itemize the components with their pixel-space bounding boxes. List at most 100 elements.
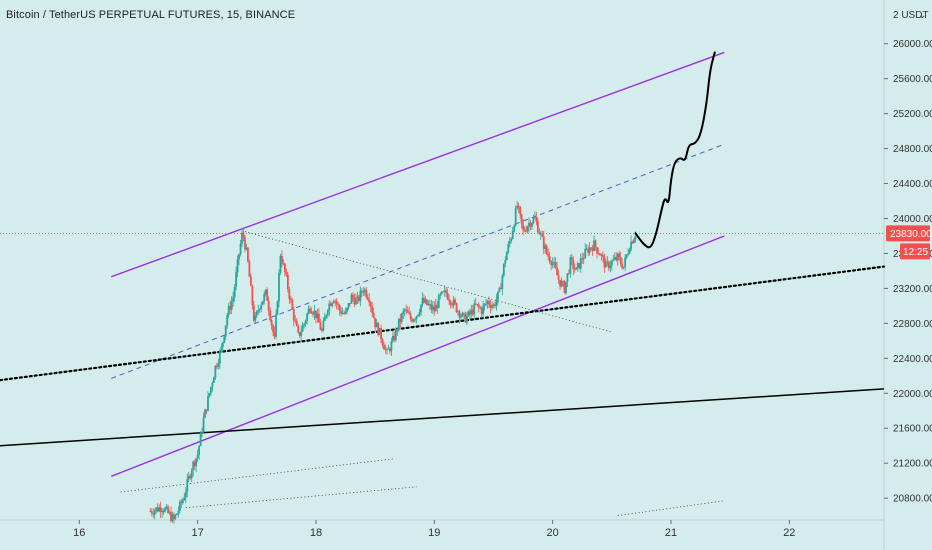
candle: [502, 263, 505, 278]
candle: [326, 308, 329, 319]
candle: [214, 365, 217, 380]
candle: [273, 326, 276, 340]
candle: [325, 314, 328, 320]
candle: [424, 296, 427, 305]
candle: [482, 301, 485, 319]
price-tick-label: 21600.00: [893, 424, 932, 435]
candle: [566, 273, 569, 288]
candle: [443, 285, 446, 297]
candle: [239, 239, 242, 257]
trendline-dotted_thin-3[interactable]: [244, 231, 612, 333]
candle: [464, 311, 467, 324]
candle: [607, 260, 610, 272]
candle: [492, 303, 495, 309]
candle: [495, 293, 498, 311]
candle: [465, 312, 468, 326]
projection-layer[interactable]: [634, 51, 716, 249]
candle: [320, 327, 323, 333]
candle: [599, 252, 601, 256]
candle: [173, 511, 175, 524]
candle: [519, 206, 522, 219]
trendline-dotted-1[interactable]: [0, 265, 886, 382]
candle: [165, 503, 168, 510]
candle: [541, 230, 544, 237]
candle: [427, 300, 430, 307]
candle: [631, 240, 634, 244]
candle: [236, 255, 239, 278]
candles-layer: [149, 201, 637, 524]
candle: [587, 245, 590, 257]
candle: [516, 201, 519, 210]
candle: [263, 291, 266, 305]
candle: [412, 318, 415, 323]
price-tick-label: 25600.00: [893, 74, 932, 85]
candle: [616, 252, 619, 266]
candle: [295, 317, 298, 327]
candle: [221, 341, 224, 353]
candle: [542, 230, 545, 255]
trendline-dotted_thin-4[interactable]: [120, 458, 393, 493]
candle: [603, 253, 606, 273]
candle: [215, 362, 218, 370]
candle: [545, 244, 548, 256]
candle: [344, 307, 347, 315]
candle: [440, 291, 443, 296]
candle: [307, 305, 310, 315]
currency-dropdown-icon[interactable]: ⌄: [918, 10, 926, 21]
trendline-solid-2[interactable]: [0, 388, 885, 447]
candle: [323, 312, 326, 321]
candle: [436, 300, 439, 314]
candle: [514, 205, 517, 227]
trendline-dotted_thin-6[interactable]: [617, 500, 725, 517]
candle: [439, 292, 442, 300]
candle: [579, 253, 582, 273]
candle: [346, 307, 348, 315]
drawing-layer[interactable]: [0, 51, 886, 517]
candle: [569, 254, 572, 278]
candle: [619, 252, 622, 267]
projection-path[interactable]: [634, 51, 716, 249]
candle: [418, 308, 421, 317]
candle: [613, 252, 616, 261]
channel-mid-line[interactable]: [111, 143, 725, 379]
candle: [520, 213, 523, 229]
candle: [618, 251, 621, 261]
currency-label[interactable]: 2 USDT: [893, 10, 929, 21]
candle: [281, 250, 283, 268]
channel-upper-line[interactable]: [110, 51, 725, 278]
candle: [556, 261, 558, 276]
candle: [156, 503, 159, 513]
candle: [433, 301, 436, 316]
candle: [550, 260, 553, 271]
candle: [355, 293, 357, 305]
candle: [248, 259, 251, 277]
candle: [316, 308, 319, 323]
channel-lower-line[interactable]: [110, 235, 725, 477]
symbol-title[interactable]: Bitcoin / TetherUS PERPETUAL FUTURES, 15…: [6, 9, 296, 21]
candle: [477, 302, 480, 313]
candle: [383, 341, 385, 350]
price-tick-label: 22000.00: [893, 389, 932, 400]
candle: [315, 310, 317, 324]
price-tick-label: 23200.00: [893, 284, 932, 295]
candle: [322, 317, 325, 332]
last-price-value: 23830.00: [890, 229, 932, 240]
candle: [621, 258, 624, 270]
candle: [353, 293, 356, 308]
candle: [539, 230, 542, 240]
candle: [217, 358, 220, 370]
candle: [581, 252, 584, 264]
candle: [380, 324, 382, 344]
candle: [590, 246, 593, 251]
candle: [573, 263, 576, 274]
trendline-dotted_thin-5[interactable]: [185, 486, 417, 509]
candle: [224, 325, 227, 341]
price-tick-label: 24400.00: [893, 179, 932, 190]
candle: [511, 227, 514, 240]
candle: [390, 337, 393, 356]
last-price-badge[interactable]: 23830.00: [886, 225, 932, 242]
candle: [334, 299, 337, 307]
candle: [301, 322, 304, 332]
